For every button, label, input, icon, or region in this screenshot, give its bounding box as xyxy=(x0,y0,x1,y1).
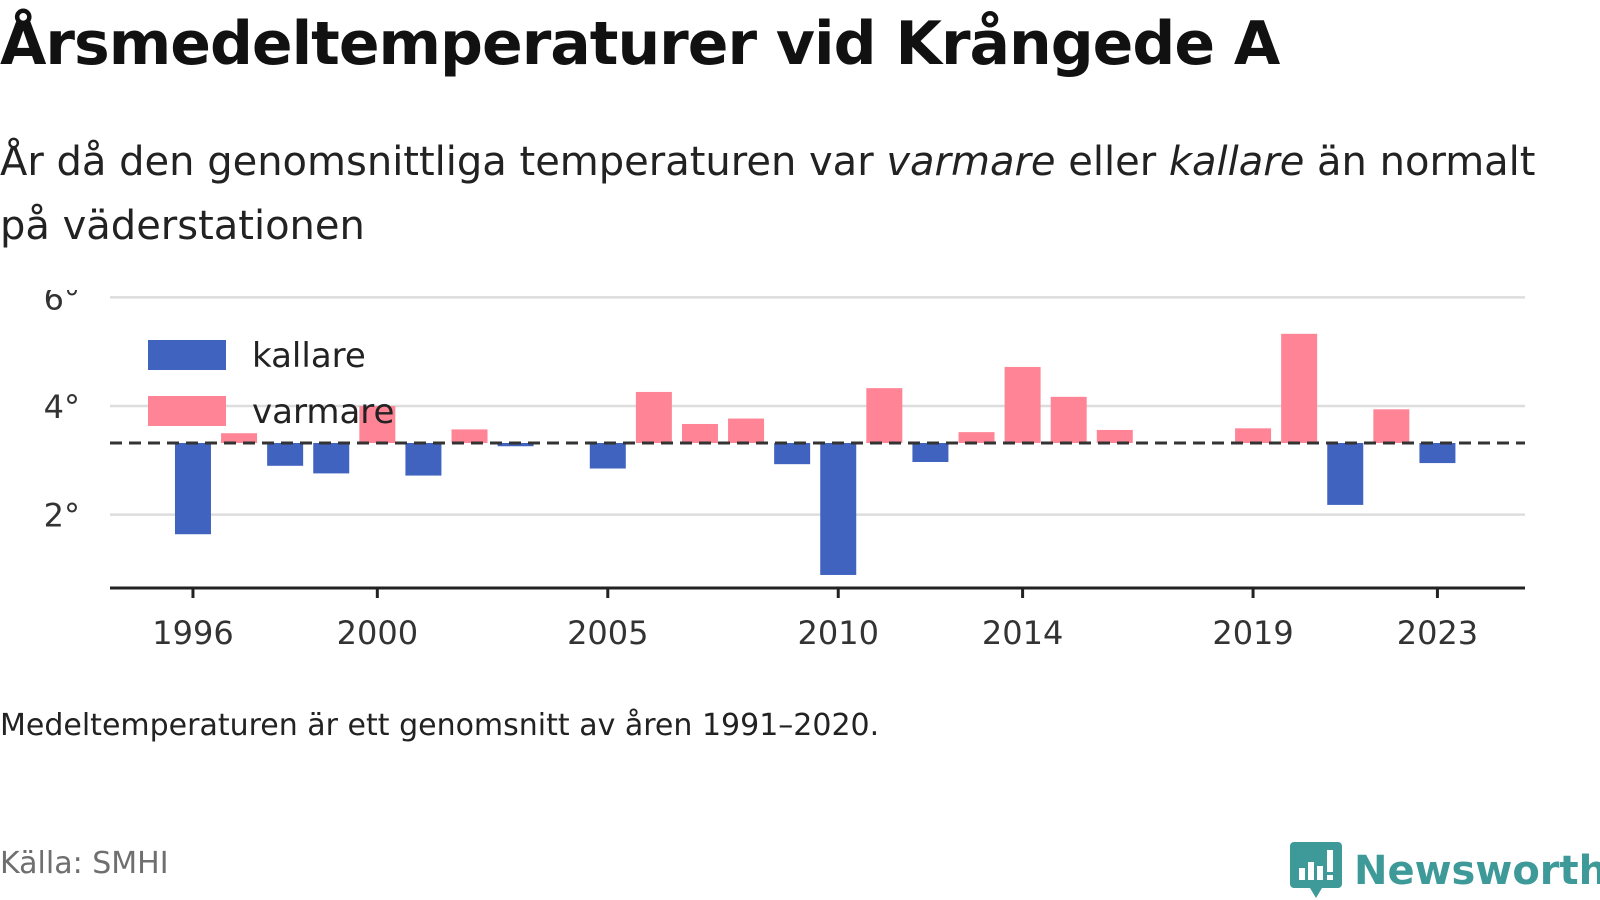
subtitle-text-1: År då den genomsnittliga temperaturen va… xyxy=(0,139,887,185)
subtitle-warm-word: varmare xyxy=(886,139,1056,185)
bar-varmare xyxy=(1373,409,1410,443)
legend-swatch-varmare xyxy=(148,396,226,426)
chart-note: Medeltemperaturen är ett genomsnitt av å… xyxy=(0,708,880,743)
bar-kallare xyxy=(267,442,304,466)
x-tick-label: 2019 xyxy=(1212,614,1293,652)
source-label: Källa: SMHI xyxy=(0,846,169,881)
chart-subtitle: År då den genomsnittliga temperaturen va… xyxy=(0,130,1560,258)
x-tick-label: 2000 xyxy=(337,614,418,652)
legend-label-kallare: kallare xyxy=(252,336,366,376)
bar-varmare xyxy=(635,391,672,443)
bar-kallare xyxy=(1327,442,1364,505)
bar-varmare xyxy=(1004,366,1041,443)
bar-varmare xyxy=(681,423,718,443)
bar-varmare xyxy=(1096,429,1133,443)
newsworthy-logo-icon xyxy=(1290,842,1342,898)
legend-swatch-kallare xyxy=(148,340,226,370)
bar-kallare xyxy=(313,442,350,474)
bar-varmare xyxy=(1235,428,1272,443)
x-tick-label: 2005 xyxy=(567,614,648,652)
bar-varmare xyxy=(866,388,903,443)
x-tick-label: 2023 xyxy=(1397,614,1478,652)
y-tick-label: 2° xyxy=(44,497,80,535)
subtitle-cold-word: kallare xyxy=(1168,139,1305,185)
bar-varmare xyxy=(359,406,396,443)
bar-varmare xyxy=(958,432,995,443)
bar-varmare xyxy=(1281,333,1318,443)
bar-kallare xyxy=(497,442,534,447)
bar-kallare xyxy=(589,442,626,469)
bar-kallare xyxy=(774,442,811,465)
temperature-bar-chart: 2° 4° 6° 1996 2000 2005 2010 2014 2019 2023 kallar… xyxy=(44,290,1525,652)
bar-varmare xyxy=(451,429,488,443)
newsworthy-logo: Newsworthy xyxy=(1290,842,1600,900)
x-tick-label: 1996 xyxy=(152,614,233,652)
x-tick-label: 2014 xyxy=(982,614,1063,652)
bar-varmare xyxy=(728,418,765,443)
subtitle-text-3: än normalt på väderstationen xyxy=(0,139,1536,249)
x-tick-label: 2010 xyxy=(798,614,879,652)
bar-varmare xyxy=(1050,396,1087,443)
bar-kallare xyxy=(1419,442,1456,464)
bar-kallare xyxy=(174,442,211,535)
bar-kallare xyxy=(820,442,857,575)
y-tick-label: 6° xyxy=(44,290,80,317)
bar-kallare xyxy=(912,442,949,462)
y-tick-label: 4° xyxy=(44,388,80,426)
newsworthy-logo-text: Newsworthy xyxy=(1354,848,1600,894)
bar-kallare xyxy=(405,442,442,476)
subtitle-text-2: eller xyxy=(1055,139,1169,185)
legend-label-varmare: varmare xyxy=(252,392,394,432)
bar-varmare xyxy=(221,433,258,443)
chart-title: Årsmedeltemperaturer vid Krångede A xyxy=(0,9,1280,79)
